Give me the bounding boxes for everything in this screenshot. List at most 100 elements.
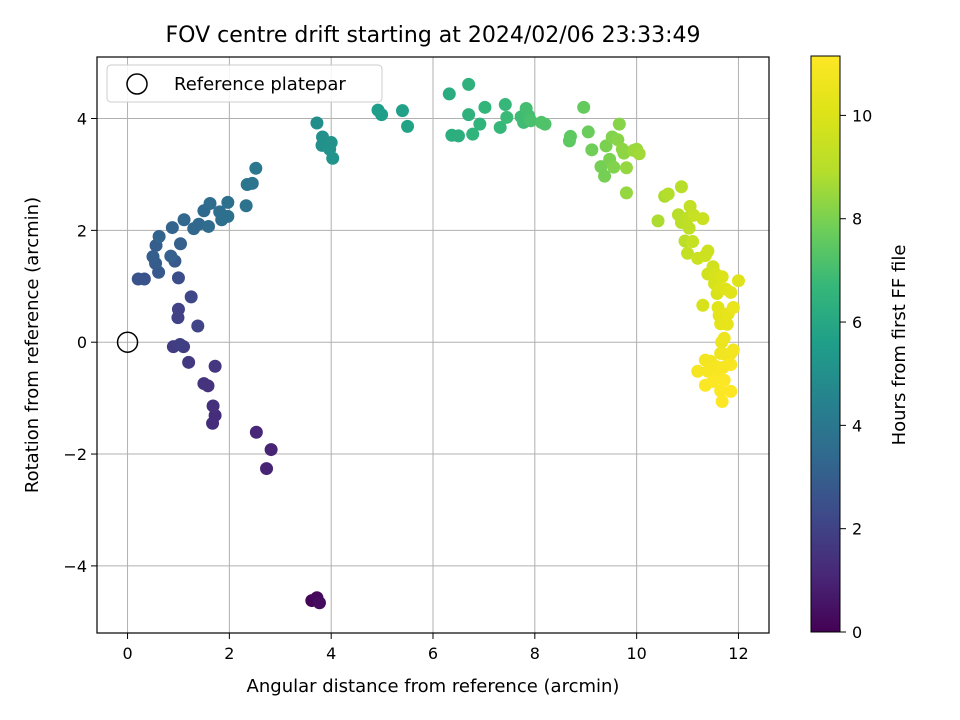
x-tick-label: 6 [428, 644, 438, 663]
data-point [401, 119, 415, 133]
data-point [152, 230, 166, 244]
data-point [681, 246, 695, 260]
legend-marker-icon [126, 73, 148, 95]
data-point [563, 129, 577, 143]
legend: Reference platepar [106, 64, 383, 103]
x-tick-label: 10 [626, 644, 646, 663]
colorbar-tick-label: 2 [852, 520, 862, 539]
data-point [184, 290, 198, 304]
data-point [696, 298, 710, 312]
data-point [245, 176, 259, 190]
data-point [264, 443, 278, 457]
data-point [221, 195, 235, 209]
data-point [466, 127, 480, 141]
data-point [714, 384, 728, 398]
x-tick-label: 0 [122, 644, 132, 663]
data-point [395, 104, 409, 118]
x-axis-ticks: 0 2 4 6 8 10 12 [122, 633, 749, 663]
data-point [717, 373, 731, 387]
grid-lines [97, 57, 769, 633]
data-point [312, 596, 326, 610]
x-tick-label: 12 [728, 644, 748, 663]
data-point [206, 399, 220, 413]
data-point [375, 108, 389, 122]
data-point [260, 462, 274, 476]
data-point [682, 221, 696, 235]
colorbar-tick-label: 10 [852, 106, 872, 125]
data-point [731, 274, 745, 288]
data-point [249, 425, 263, 439]
colorbar-label: Hours from first FF file [889, 245, 910, 446]
data-point [201, 219, 215, 233]
data-point [651, 214, 665, 228]
y-tick-label: 2 [77, 221, 87, 240]
data-point [661, 187, 675, 201]
x-axis-label: Angular distance from reference (arcmin) [247, 676, 620, 697]
data-point [137, 272, 151, 286]
colorbar-tick-label: 0 [852, 623, 862, 642]
data-point [585, 143, 599, 157]
data-point [221, 209, 235, 223]
data-point [165, 221, 179, 235]
data-point [498, 98, 512, 112]
data-point [239, 199, 253, 213]
data-point [182, 355, 196, 369]
colorbar-gradient [810, 55, 841, 633]
data-point [500, 110, 514, 124]
y-tick-label: 4 [77, 110, 87, 129]
data-point [451, 129, 465, 143]
y-axis-ticks: −4 −2 0 2 4 [63, 110, 97, 576]
data-point [177, 213, 191, 227]
colorbar-tick-label: 6 [852, 313, 862, 332]
data-point [197, 377, 211, 391]
data-point [598, 169, 612, 183]
data-point [724, 285, 738, 299]
data-point [442, 87, 456, 101]
data-point [715, 394, 729, 408]
data-point [192, 217, 206, 231]
data-point [249, 161, 263, 175]
data-point [171, 302, 185, 316]
data-point [715, 270, 729, 284]
colorbar-ticks: 0 2 4 6 8 10 [840, 106, 872, 642]
colorbar-tick-label: 8 [852, 210, 862, 229]
data-point [698, 353, 712, 367]
y-tick-label: −2 [63, 445, 87, 464]
data-point [473, 117, 487, 131]
data-point [577, 100, 591, 114]
data-point [164, 249, 178, 263]
data-point [691, 364, 705, 378]
data-point [581, 125, 595, 139]
data-point [619, 186, 633, 200]
y-axis-label: Rotation from reference (arcmin) [22, 197, 43, 493]
reference-platepar-marker [116, 331, 139, 353]
data-point [720, 317, 734, 331]
data-point [726, 301, 740, 315]
data-point [208, 359, 222, 373]
data-point [173, 337, 187, 351]
data-point [686, 235, 700, 249]
data-point [619, 161, 633, 175]
colorbar-tick-label: 4 [852, 416, 862, 435]
data-point [724, 358, 738, 372]
data-point [191, 319, 205, 333]
data-point [632, 147, 646, 161]
data-point [203, 197, 217, 211]
colorbar: 0 2 4 6 8 10 Hours from first FF file [810, 55, 910, 642]
data-point [726, 343, 740, 357]
y-tick-label: −4 [63, 557, 87, 576]
data-point [310, 116, 324, 130]
data-point [462, 77, 476, 91]
data-point [206, 416, 220, 430]
data-point [462, 108, 476, 122]
data-point [146, 250, 160, 264]
data-point [478, 100, 492, 114]
data-point [538, 117, 552, 131]
data-point [171, 271, 185, 285]
data-point [674, 180, 688, 194]
x-tick-label: 8 [530, 644, 540, 663]
data-point [698, 378, 712, 392]
data-point [696, 212, 710, 226]
data-point [493, 120, 507, 134]
